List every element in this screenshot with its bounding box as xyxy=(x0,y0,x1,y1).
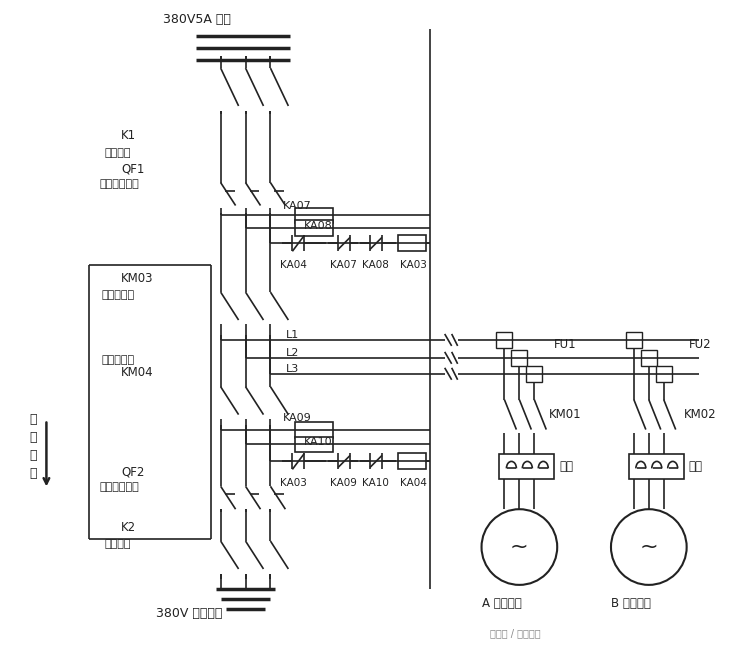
Text: QF2: QF2 xyxy=(121,466,145,479)
Text: L2: L2 xyxy=(286,348,298,358)
Text: FU1: FU1 xyxy=(554,338,577,351)
Text: （刀闸）: （刀闸） xyxy=(104,148,130,158)
Text: 源: 源 xyxy=(30,467,38,480)
Bar xyxy=(640,350,657,366)
Bar xyxy=(500,454,554,480)
Bar xyxy=(398,236,426,251)
Bar xyxy=(496,332,512,348)
Text: ~: ~ xyxy=(510,537,529,557)
Bar xyxy=(512,350,527,366)
Bar xyxy=(296,208,333,223)
Bar xyxy=(526,366,542,382)
Text: ~: ~ xyxy=(640,537,658,557)
Circle shape xyxy=(482,509,557,585)
Text: 380V5A 段来: 380V5A 段来 xyxy=(163,13,231,26)
Text: KA03: KA03 xyxy=(280,478,308,488)
Text: K2: K2 xyxy=(121,520,136,533)
Text: （接触器）: （接触器） xyxy=(101,290,134,300)
Bar xyxy=(296,221,333,236)
Text: 电: 电 xyxy=(30,449,38,462)
Text: 头条号 / 电气技术: 头条号 / 电气技术 xyxy=(490,629,540,639)
Text: 380V 保安段来: 380V 保安段来 xyxy=(156,607,222,620)
Text: KA03: KA03 xyxy=(400,260,427,270)
Text: KA09: KA09 xyxy=(330,478,357,488)
Text: 热继: 热继 xyxy=(688,460,703,473)
Text: KM01: KM01 xyxy=(549,408,582,421)
Text: KA04: KA04 xyxy=(400,478,427,488)
Text: B 火检风机: B 火检风机 xyxy=(611,597,651,610)
Text: KA10: KA10 xyxy=(362,478,389,488)
Text: A 火检风机: A 火检风机 xyxy=(482,597,521,610)
Bar xyxy=(626,332,642,348)
Text: 热继: 热继 xyxy=(560,460,573,473)
Text: KA08: KA08 xyxy=(304,221,333,232)
Text: 制: 制 xyxy=(30,431,38,444)
Text: K1: K1 xyxy=(121,129,136,142)
Text: KA04: KA04 xyxy=(280,260,308,270)
Text: （接触器）: （接触器） xyxy=(101,355,134,365)
Text: 控: 控 xyxy=(30,413,38,426)
Text: （空气开关）: （空气开关） xyxy=(99,482,139,493)
Text: KA08: KA08 xyxy=(362,260,389,270)
Text: L3: L3 xyxy=(286,364,298,374)
Circle shape xyxy=(611,509,687,585)
Bar xyxy=(296,422,333,437)
Bar xyxy=(398,454,426,469)
Text: KA07: KA07 xyxy=(330,260,357,270)
Text: （空气开关）: （空气开关） xyxy=(99,178,139,189)
Text: L1: L1 xyxy=(286,330,298,340)
Text: KM03: KM03 xyxy=(121,272,154,285)
Text: KA09: KA09 xyxy=(283,413,311,422)
Bar xyxy=(629,454,684,480)
Bar xyxy=(656,366,672,382)
Text: KM04: KM04 xyxy=(121,366,154,379)
Text: KM02: KM02 xyxy=(684,408,716,421)
Text: KA10: KA10 xyxy=(304,437,333,448)
Text: QF1: QF1 xyxy=(121,162,145,175)
Text: FU2: FU2 xyxy=(688,338,711,351)
Text: KA07: KA07 xyxy=(283,201,311,210)
Bar xyxy=(296,437,333,452)
Text: （刀闸）: （刀闸） xyxy=(104,539,130,549)
